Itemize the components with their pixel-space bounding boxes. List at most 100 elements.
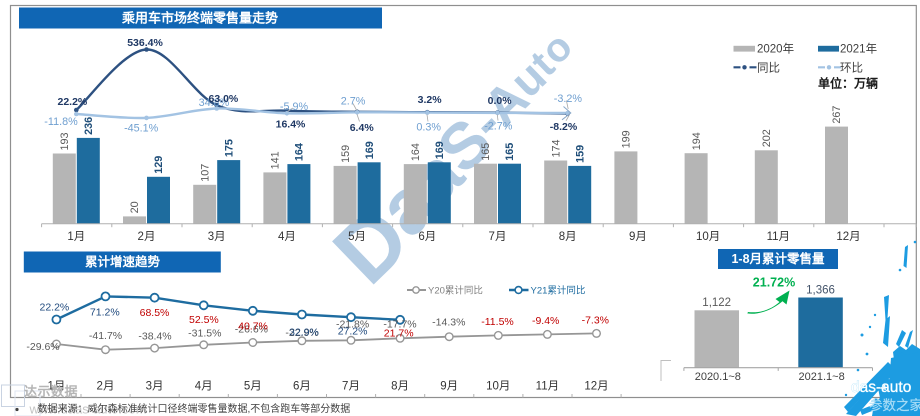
svg-text:8月: 8月 [391, 381, 409, 393]
svg-text:-26.6%: -26.6% [235, 324, 268, 336]
svg-text:-9.4%: -9.4% [532, 315, 559, 327]
svg-text:174: 174 [550, 139, 562, 157]
svg-text:159: 159 [574, 145, 586, 163]
svg-text:环比: 环比 [840, 62, 863, 75]
svg-text:-3.2%: -3.2% [554, 93, 583, 105]
svg-text:4月: 4月 [278, 231, 296, 243]
svg-text:68.5%: 68.5% [140, 307, 170, 319]
svg-text:8月: 8月 [559, 231, 577, 243]
svg-text:107: 107 [199, 164, 211, 182]
svg-text:-22.9%: -22.9% [285, 327, 318, 339]
svg-text:165: 165 [480, 143, 492, 161]
svg-text:194: 194 [691, 132, 703, 150]
svg-text:164: 164 [294, 143, 306, 161]
svg-text:单位：万辆: 单位：万辆 [818, 76, 878, 91]
svg-text:21.72%: 21.72% [753, 276, 795, 290]
svg-text:Y20累计同比: Y20累计同比 [428, 285, 483, 297]
svg-text:169: 169 [434, 141, 446, 159]
svg-text:2月: 2月 [97, 381, 115, 393]
svg-text:164: 164 [410, 143, 422, 161]
svg-text:-11.8%: -11.8% [44, 116, 78, 128]
svg-text:34.8%: 34.8% [199, 97, 230, 109]
svg-text:4月: 4月 [195, 381, 213, 393]
svg-text:-17.7%: -17.7% [383, 318, 416, 330]
svg-text:5月: 5月 [244, 381, 262, 393]
svg-text:6月: 6月 [418, 231, 436, 243]
svg-text:3月: 3月 [146, 381, 164, 393]
svg-text:536.4%: 536.4% [127, 37, 163, 49]
svg-text:参数之家: 参数之家 [869, 397, 920, 413]
svg-text:159: 159 [340, 145, 352, 163]
svg-text:1,366: 1,366 [806, 285, 835, 297]
svg-text:10月: 10月 [696, 231, 720, 243]
svg-text:-41.7%: -41.7% [89, 330, 122, 342]
svg-text:21.7%: 21.7% [384, 328, 414, 340]
svg-text:20: 20 [129, 201, 141, 213]
svg-text:5月: 5月 [348, 231, 366, 243]
svg-text:202: 202 [761, 129, 773, 147]
svg-text:22.2%: 22.2% [40, 302, 70, 314]
svg-text:11月: 11月 [536, 381, 559, 393]
svg-text:9月: 9月 [440, 381, 458, 393]
svg-text:das-auto: das-auto [851, 379, 911, 396]
svg-text:2月: 2月 [138, 231, 156, 243]
svg-text:2021年: 2021年 [840, 42, 877, 56]
svg-text:267: 267 [831, 106, 843, 124]
svg-text:-38.4%: -38.4% [138, 331, 171, 343]
svg-text:达示数据: 达示数据 [24, 384, 78, 399]
svg-text:-5.9%: -5.9% [280, 101, 309, 113]
svg-text:165: 165 [504, 143, 516, 161]
svg-text:236: 236 [83, 117, 95, 135]
svg-text:32.9%: 32.9% [289, 327, 319, 339]
svg-text:199: 199 [621, 130, 633, 148]
svg-text:3.2%: 3.2% [418, 94, 443, 106]
svg-text:141: 141 [270, 151, 282, 169]
svg-text:12月: 12月 [836, 231, 860, 243]
svg-text:1月: 1月 [47, 381, 65, 393]
svg-text:52.5%: 52.5% [189, 314, 219, 326]
svg-text:63.0%: 63.0% [209, 93, 239, 105]
svg-text:-45.1%: -45.1% [124, 123, 159, 135]
svg-text:10月: 10月 [486, 381, 510, 393]
svg-text:6.4%: 6.4% [350, 122, 375, 134]
svg-text:数据来源：威尔森标准统计口径终端零售量数据,不包含跑车等部分: 数据来源：威尔森标准统计口径终端零售量数据,不包含跑车等部分数据 [38, 402, 351, 415]
svg-text:0.0%: 0.0% [488, 95, 513, 107]
svg-text:6月: 6月 [293, 381, 311, 393]
svg-text:1-8月累计零售量: 1-8月累计零售量 [731, 251, 825, 266]
svg-text:2021.1~8: 2021.1~8 [799, 371, 845, 383]
svg-text:乘用车市场终端零售量走势: 乘用车市场终端零售量走势 [121, 11, 278, 26]
svg-text:-11.5%: -11.5% [481, 316, 514, 328]
svg-text:12月: 12月 [584, 381, 608, 393]
svg-text:16.4%: 16.4% [276, 119, 306, 131]
svg-text:-2.7%: -2.7% [484, 121, 513, 133]
svg-text:累计增速趋势: 累计增速趋势 [85, 254, 161, 269]
svg-text:www.daas-auto.com: www.daas-auto.com [29, 402, 147, 416]
svg-text:2020年: 2020年 [757, 42, 794, 56]
svg-text:9月: 9月 [629, 231, 647, 243]
svg-text:Y21累计同比: Y21累计同比 [531, 285, 586, 297]
svg-text:-31.5%: -31.5% [188, 328, 221, 340]
svg-text:40.7%: 40.7% [238, 321, 268, 333]
svg-text:193: 193 [59, 132, 71, 150]
svg-text:7月: 7月 [489, 231, 507, 243]
svg-text:129: 129 [153, 156, 165, 174]
svg-text:175: 175 [223, 139, 235, 157]
svg-text:同比: 同比 [757, 62, 780, 75]
svg-text:22.2%: 22.2% [58, 96, 88, 108]
svg-text:2020.1~8: 2020.1~8 [695, 371, 741, 383]
svg-text:11月: 11月 [767, 231, 790, 243]
svg-text:71.2%: 71.2% [90, 307, 120, 319]
svg-text:1月: 1月 [67, 231, 85, 243]
svg-text:-7.3%: -7.3% [582, 315, 609, 327]
svg-text:0.3%: 0.3% [416, 122, 441, 134]
svg-text:2.7%: 2.7% [341, 96, 366, 108]
svg-text:-14.3%: -14.3% [432, 317, 465, 329]
svg-text:-8.2%: -8.2% [550, 121, 578, 133]
svg-text:169: 169 [364, 141, 376, 159]
svg-text:27.2%: 27.2% [338, 326, 368, 338]
svg-text:1,122: 1,122 [702, 297, 731, 309]
svg-text:3月: 3月 [208, 231, 226, 243]
svg-text:7月: 7月 [342, 381, 360, 393]
svg-text:-29.6%: -29.6% [26, 341, 59, 353]
svg-text:-21.8%: -21.8% [336, 319, 369, 331]
